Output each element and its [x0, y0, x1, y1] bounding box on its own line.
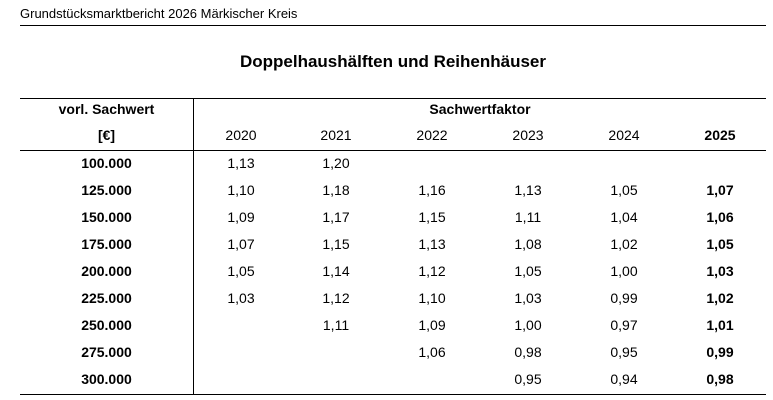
factor-cell: 1,18 [322, 182, 350, 198]
factor-cell: 1,09 [227, 209, 255, 225]
row-header-unit: [€] [97, 127, 116, 143]
sachwert-cell: 225.000 [81, 290, 132, 306]
factor-cell: 1,12 [418, 263, 446, 279]
table-title: Doppelhaushälften und Reihenhäuser [239, 52, 547, 71]
factor-cell: 1,02 [706, 290, 734, 306]
factor-cell: 1,15 [418, 209, 446, 225]
year-header-2024: 2024 [608, 127, 640, 143]
factor-cell: 1,02 [610, 236, 638, 252]
factor-cell: 1,00 [514, 317, 542, 333]
factor-cell: 1,06 [706, 209, 734, 225]
year-header-2022: 2022 [416, 127, 448, 143]
year-header-2021: 2021 [320, 127, 352, 143]
header-divider [20, 25, 766, 26]
table-bottom-border [20, 394, 766, 395]
factor-cell: 1,13 [418, 236, 446, 252]
factor-cell: 1,11 [514, 209, 542, 225]
factor-cell: 1,13 [514, 182, 542, 198]
year-header-2025: 2025 [704, 127, 736, 143]
factor-cell: 1,11 [322, 317, 350, 333]
sachwert-cell: 275.000 [81, 344, 132, 360]
factor-cell: 1,03 [227, 290, 255, 306]
group-header: Sachwertfaktor [429, 101, 531, 117]
factor-cell: 1,05 [514, 263, 542, 279]
factor-cell: 1,05 [227, 263, 255, 279]
factor-cell: 1,20 [322, 155, 350, 171]
sachwert-cell: 175.000 [81, 236, 132, 252]
factor-cell: 1,07 [706, 182, 734, 198]
column-divider [193, 98, 194, 394]
factor-cell: 0,95 [610, 344, 638, 360]
factor-cell: 1,16 [418, 182, 446, 198]
factor-cell: 1,03 [514, 290, 542, 306]
factor-cell: 1,10 [418, 290, 446, 306]
factor-cell: 1,14 [322, 263, 350, 279]
sachwert-cell: 125.000 [81, 182, 132, 198]
factor-cell: 1,17 [322, 209, 350, 225]
factor-cell: 0,98 [706, 371, 734, 387]
factor-cell: 1,01 [706, 317, 734, 333]
factor-cell: 1,09 [418, 317, 446, 333]
factor-cell: 1,08 [514, 236, 542, 252]
factor-cell: 1,03 [706, 263, 734, 279]
factor-cell: 0,98 [514, 344, 542, 360]
row-header-label: vorl. Sachwert [58, 101, 155, 117]
factor-cell: 0,94 [610, 371, 638, 387]
factor-cell: 1,05 [706, 236, 734, 252]
factor-cell: 0,99 [610, 290, 638, 306]
sachwert-cell: 150.000 [81, 209, 132, 225]
factor-cell: 1,07 [227, 236, 255, 252]
factor-cell: 1,04 [610, 209, 638, 225]
factor-cell: 0,99 [706, 344, 734, 360]
year-header-2020: 2020 [225, 127, 257, 143]
sachwert-cell: 100.000 [81, 155, 132, 171]
sachwert-cell: 200.000 [81, 263, 132, 279]
page-header: Grundstücksmarktbericht 2026 Märkischer … [20, 6, 298, 21]
factor-cell: 1,05 [610, 182, 638, 198]
factor-cell: 1,12 [322, 290, 350, 306]
table-top-border [20, 98, 766, 99]
factor-cell: 1,06 [418, 344, 446, 360]
factor-cell: 1,10 [227, 182, 255, 198]
factor-cell: 0,97 [610, 317, 638, 333]
factor-cell: 1,13 [227, 155, 255, 171]
factor-cell: 0,95 [514, 371, 542, 387]
factor-cell: 1,15 [322, 236, 350, 252]
sachwert-cell: 250.000 [81, 317, 132, 333]
header-bottom-border [20, 150, 766, 151]
factor-cell: 1,00 [610, 263, 638, 279]
year-header-2023: 2023 [512, 127, 544, 143]
sachwert-cell: 300.000 [81, 371, 132, 387]
